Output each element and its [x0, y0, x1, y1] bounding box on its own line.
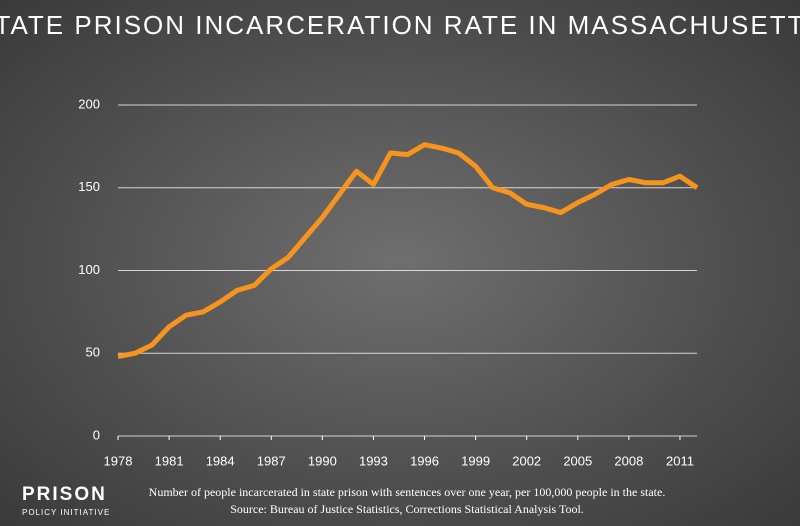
x-tick-label: 1990 — [308, 453, 337, 468]
x-tick-label: 1999 — [461, 453, 490, 468]
x-tick-label: 2005 — [563, 453, 592, 468]
y-tick-label: 150 — [78, 179, 100, 194]
x-tick-label: 1978 — [104, 453, 133, 468]
chart-title: STATE PRISON INCARCERATION RATE IN MASSA… — [0, 10, 800, 40]
logo-line2: POLICY INITIATIVE — [22, 508, 110, 517]
source: Source: Bureau of Justice Statistics, Co… — [230, 502, 584, 516]
x-tick-label: 2002 — [512, 453, 541, 468]
x-tick-label: 1984 — [206, 453, 235, 468]
x-tick-label: 2011 — [666, 453, 694, 468]
y-tick-label: 200 — [78, 96, 100, 111]
x-tick-label: 1981 — [155, 453, 184, 468]
y-tick-label: 50 — [86, 345, 100, 360]
y-tick-label: 100 — [78, 262, 100, 277]
x-tick-label: 1987 — [257, 453, 286, 468]
caption: Number of people incarcerated in state p… — [149, 485, 666, 499]
x-tick-label: 2008 — [614, 453, 643, 468]
x-tick-label: 1993 — [359, 453, 388, 468]
data-line — [117, 142, 699, 360]
x-tick-label: 1996 — [410, 453, 439, 468]
y-tick-label: 0 — [93, 427, 100, 442]
logo-line1: PRISON — [22, 484, 107, 505]
